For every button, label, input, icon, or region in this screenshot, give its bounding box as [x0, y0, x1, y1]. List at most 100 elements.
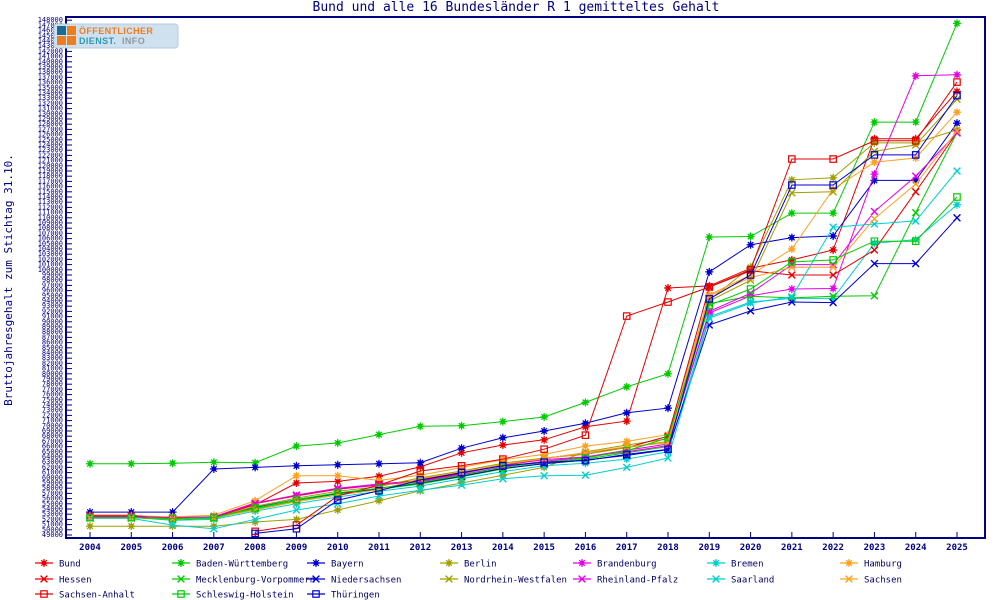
y-tick-label: 51000	[42, 521, 63, 529]
data-series	[86, 19, 961, 538]
y-tick-label: 53000	[42, 510, 63, 518]
data-point-marker	[911, 137, 920, 145]
series-th-ringen	[251, 91, 961, 538]
series-sachsen	[86, 127, 961, 523]
y-tick-label: 88000	[42, 328, 63, 336]
data-point-marker	[829, 298, 838, 307]
y-tick-label: 49000	[42, 531, 63, 539]
data-point-marker	[953, 70, 961, 79]
data-point-marker	[870, 151, 879, 159]
data-point-marker	[333, 496, 342, 504]
legend-item-mecklenburg-vorpommern: Mecklenburg-Vorpommern	[172, 575, 315, 586]
y-tick-label: 55000	[42, 500, 63, 508]
data-point-marker	[911, 141, 920, 149]
data-point-marker	[457, 421, 466, 430]
y-tick-label: 52000	[42, 515, 63, 523]
data-point-marker	[127, 459, 136, 468]
series-line	[90, 98, 958, 520]
y-tick-label: 76000	[42, 391, 63, 399]
data-point-marker	[829, 232, 838, 240]
y-tick-label: 103000	[38, 250, 63, 258]
x-tick-label: 2021	[781, 543, 803, 553]
y-tick-label: 50000	[42, 526, 63, 534]
y-tick-label: 123000	[38, 146, 63, 154]
data-point-marker	[911, 187, 920, 196]
y-tick-label: 120000	[38, 162, 63, 170]
logo-square-icon	[57, 36, 66, 45]
site-logo[interactable]: ÖFFENTLICHER DIENST. INFO	[53, 23, 179, 49]
data-point-marker	[40, 590, 48, 598]
data-point-marker	[333, 471, 342, 480]
y-tick-label: 89000	[42, 323, 63, 331]
y-tick-label: 59000	[42, 479, 63, 487]
legend-label: Schleswig-Holstein	[196, 591, 294, 600]
y-tick-label: 107000	[38, 229, 63, 237]
x-tick-label: 2014	[492, 543, 514, 553]
x-tick-label: 2011	[368, 543, 390, 553]
logo-background	[53, 23, 179, 49]
data-point-marker	[622, 442, 631, 451]
data-point-marker	[177, 575, 185, 583]
series-line	[90, 132, 958, 519]
data-point-marker	[210, 513, 218, 522]
data-point-marker	[622, 417, 631, 426]
data-point-marker	[664, 284, 672, 292]
data-point-marker	[333, 477, 342, 486]
data-point-marker	[911, 217, 920, 225]
data-point-marker	[292, 491, 301, 499]
y-tick-label: 148000	[38, 16, 63, 24]
data-point-marker	[911, 237, 920, 246]
y-tick-label: 136000	[38, 79, 63, 87]
data-point-marker	[746, 266, 755, 274]
y-tick-label: 67000	[42, 437, 63, 445]
data-point-marker	[705, 267, 714, 276]
data-point-marker	[746, 299, 755, 307]
y-tick-label: 114000	[38, 193, 63, 201]
data-point-marker	[953, 108, 961, 117]
data-point-marker	[251, 463, 260, 472]
data-point-marker	[787, 285, 796, 294]
legend-item-berlin: Berlin	[440, 559, 497, 570]
x-tick-label: 2023	[864, 543, 886, 553]
data-point-marker	[416, 476, 425, 484]
y-tick-label: 126000	[38, 131, 63, 139]
y-tick-label: 140000	[38, 58, 63, 66]
data-point-marker	[416, 422, 425, 431]
data-point-marker	[746, 271, 755, 279]
legend-item-bremen: Bremen	[707, 559, 764, 570]
y-tick-label: 118000	[38, 172, 63, 180]
data-point-marker	[664, 445, 672, 454]
x-tick-label: 2007	[203, 543, 225, 553]
series-line	[255, 95, 958, 534]
data-point-marker	[499, 455, 507, 463]
data-point-marker	[540, 458, 548, 467]
data-point-marker	[457, 444, 466, 453]
data-point-marker	[581, 456, 590, 465]
y-tick-label: 64000	[42, 453, 63, 461]
chart-title: Bund und alle 16 Bundesländer R 1 gemitt…	[313, 0, 720, 15]
y-tick-label: 133000	[38, 94, 63, 102]
data-point-marker	[870, 246, 879, 254]
y-tick-label: 144000	[38, 37, 63, 45]
y-tick-label: 127000	[38, 125, 63, 133]
y-tick-label: 117000	[38, 177, 63, 185]
data-point-marker	[498, 433, 507, 442]
data-point-marker	[829, 284, 838, 293]
data-point-marker	[953, 91, 961, 100]
y-tick-label: 119000	[38, 167, 63, 175]
y-tick-label: 57000	[42, 489, 63, 497]
legend-item-schleswig-holstein: Schleswig-Holstein	[172, 590, 294, 600]
data-point-marker	[788, 181, 796, 189]
data-point-marker	[829, 209, 838, 218]
data-point-marker	[457, 462, 466, 470]
y-tick-label: 87000	[42, 333, 63, 341]
data-point-marker	[251, 499, 260, 508]
data-point-marker	[177, 559, 185, 567]
legend: Bund Baden-Württemberg Bayern Berlin Branden…	[35, 559, 902, 600]
data-point-marker	[127, 513, 136, 522]
data-point-marker	[787, 271, 796, 279]
y-tick-label: 97000	[42, 281, 63, 289]
series-line	[90, 91, 958, 518]
series-line	[90, 130, 958, 520]
